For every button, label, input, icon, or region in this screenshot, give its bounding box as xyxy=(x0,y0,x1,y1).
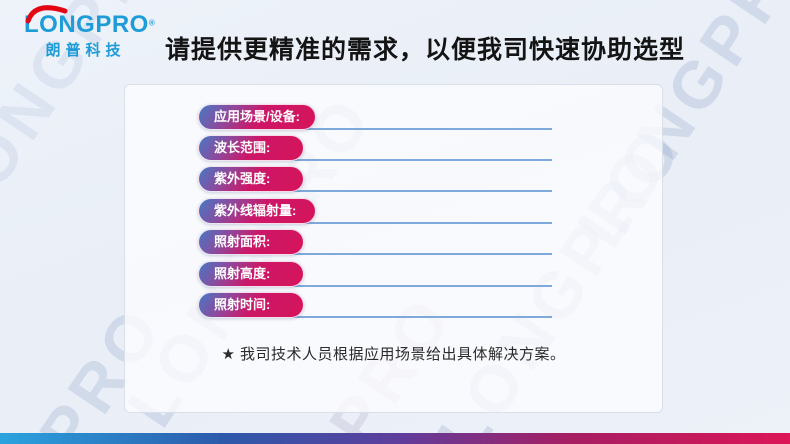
field-row-uv-radiation-dose: 紫外线辐射量: xyxy=(198,198,552,224)
field-label-pill: 紫外线辐射量: xyxy=(198,198,316,224)
field-underline xyxy=(254,190,552,192)
field-row-irradiation-time: 照射时间: xyxy=(198,292,552,318)
field-label-pill: 应用场景/设备: xyxy=(198,104,316,130)
requirements-card: 应用场景/设备: 波长范围: 紫外强度: 紫外线辐射量: 照射面积: 照射高度:… xyxy=(124,84,663,413)
field-row-wavelength-range: 波长范围: xyxy=(198,135,552,161)
field-row-irradiation-height: 照射高度: xyxy=(198,261,552,287)
field-label-pill: 波长范围: xyxy=(198,135,304,161)
field-row-irradiation-area: 照射面积: xyxy=(198,229,552,255)
field-underline xyxy=(254,222,552,224)
field-underline xyxy=(254,316,552,318)
solution-note: ★ 我司技术人员根据应用场景给出具体解决方案。 xyxy=(221,346,566,363)
registered-mark: ® xyxy=(148,18,155,28)
company-logo: LONGPRO® 朗普科技 xyxy=(24,5,155,60)
page-title: 请提供更精准的需求，以便我司快速协助选型 xyxy=(164,36,685,64)
field-underline xyxy=(254,253,552,255)
footer-gradient-bar xyxy=(0,433,790,444)
field-label-pill: 照射高度: xyxy=(198,261,304,287)
field-label-pill: 紫外强度: xyxy=(198,166,304,192)
field-underline xyxy=(254,285,552,287)
field-row-uv-intensity: 紫外强度: xyxy=(198,166,552,192)
field-label-pill: 照射面积: xyxy=(198,229,304,255)
field-label-pill: 照射时间: xyxy=(198,292,304,318)
logo-chinese-name: 朗普科技 xyxy=(45,42,126,59)
field-underline xyxy=(254,159,552,161)
field-row-application-scene: 应用场景/设备: xyxy=(198,104,552,130)
field-underline xyxy=(254,128,552,130)
